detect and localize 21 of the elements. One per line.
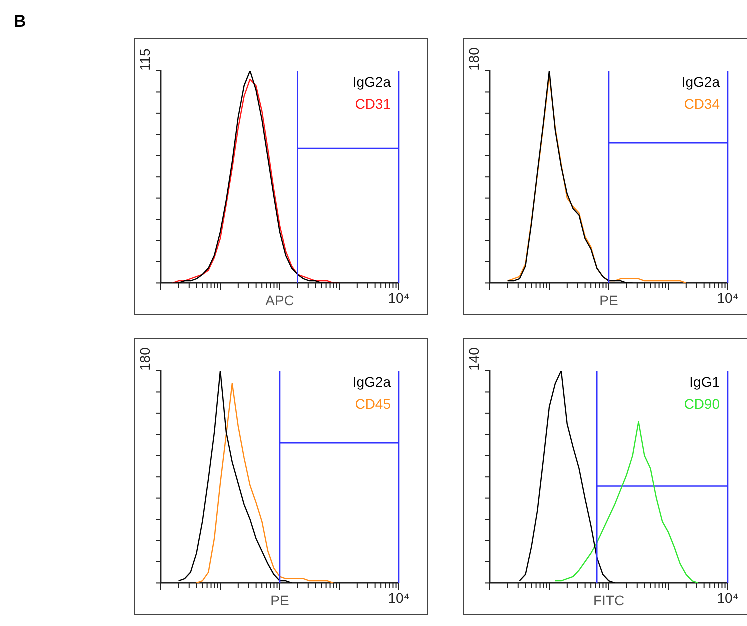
x-axis-title: PE xyxy=(600,292,618,308)
text: IgG1 xyxy=(690,374,720,390)
x-axis-title: FITC xyxy=(593,592,625,608)
text: 115 xyxy=(136,48,153,71)
text: 180 xyxy=(136,347,153,371)
text: CD34 xyxy=(684,96,720,112)
text: B xyxy=(14,12,26,32)
x-axis-title: PE xyxy=(270,592,290,608)
text: IgG2a xyxy=(352,74,392,90)
text: CD45 xyxy=(355,396,392,412)
text: CD90 xyxy=(684,396,720,412)
text: 10⁴ xyxy=(717,590,739,606)
text: IgG2a xyxy=(352,374,392,390)
text: CD31 xyxy=(355,96,392,112)
text: 140 xyxy=(466,347,482,371)
text: 10⁴ xyxy=(717,290,739,306)
x-axis-title: APC xyxy=(266,292,294,308)
text: 10⁴ xyxy=(388,590,410,606)
text: IgG2a xyxy=(682,74,720,90)
text: 10⁴ xyxy=(388,290,410,306)
text: 180 xyxy=(466,47,482,71)
